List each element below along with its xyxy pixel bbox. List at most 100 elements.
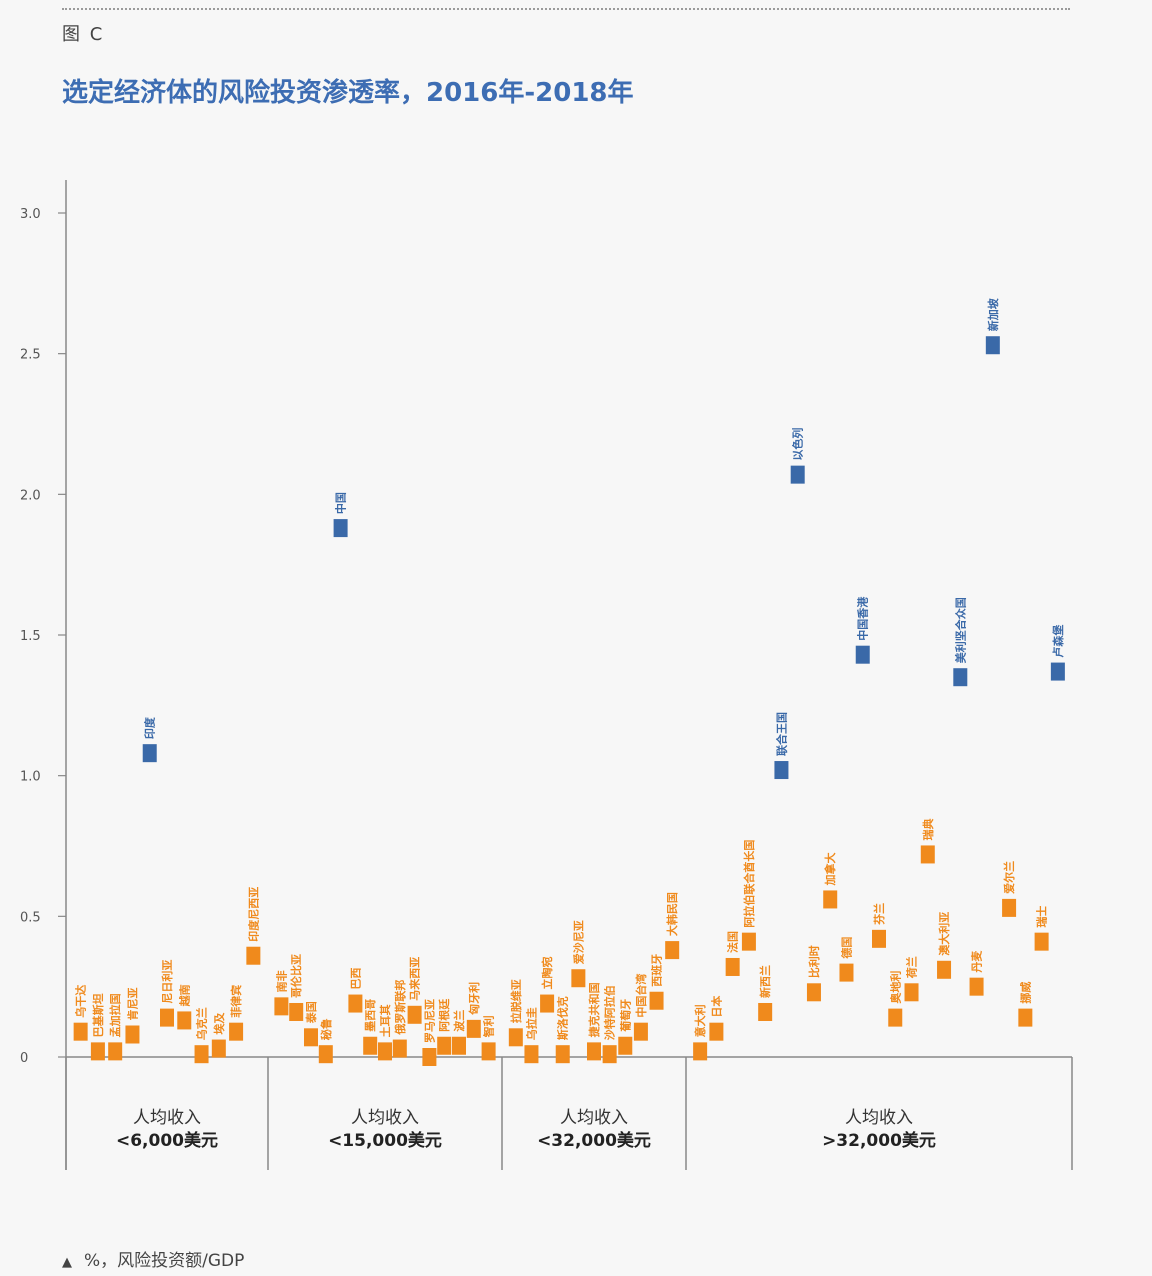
group-label-line1: 人均收入 — [560, 1108, 628, 1128]
data-point-marker — [790, 465, 805, 484]
group-label-line2: <6,000美元 — [116, 1130, 218, 1151]
data-point-marker — [229, 1022, 244, 1041]
data-point-label: 越南 — [177, 984, 191, 1007]
footnote-text: %，风险投资额/GDP — [84, 1251, 245, 1271]
data-point-marker — [741, 932, 756, 951]
data-point-label: 丹麦 — [970, 950, 984, 973]
data-point-label: 葡萄牙 — [618, 999, 632, 1033]
data-point-label: 巴基斯坦 — [91, 993, 105, 1037]
data-point-label: 波兰 — [452, 1010, 466, 1032]
data-point-label: 泰国 — [304, 1001, 318, 1024]
data-point-marker — [348, 994, 363, 1013]
data-point-label: 加拿大 — [823, 852, 837, 886]
group-label-line2: >32,000美元 — [822, 1130, 936, 1151]
data-point-marker — [806, 983, 821, 1002]
data-point-marker — [602, 1045, 617, 1064]
group-label-line1: 人均收入 — [351, 1108, 419, 1128]
data-point-marker — [1050, 662, 1065, 681]
data-point-marker — [289, 1002, 304, 1021]
data-point-marker — [872, 929, 886, 948]
y-tick-label: 2.5 — [20, 348, 41, 363]
data-point-label: 南非 — [274, 970, 288, 992]
data-point-label: 马来西亚 — [408, 957, 422, 1001]
data-point-marker — [90, 1042, 105, 1061]
data-point-label: 印度尼西亚 — [246, 887, 260, 942]
data-point-label: 新加坡 — [986, 297, 1000, 331]
data-point-label: 阿拉伯联合酋长国 — [742, 840, 756, 928]
data-point-label: 菲律宾 — [229, 985, 243, 1018]
data-point-label: 中国 — [334, 492, 348, 514]
data-point-marker — [142, 744, 157, 763]
data-point-marker — [587, 1042, 601, 1061]
data-point-marker — [571, 969, 586, 988]
data-point-label: 罗马尼亚 — [423, 999, 436, 1043]
data-point-label: 孟加拉国 — [108, 993, 122, 1037]
data-point-label: 乌干达 — [74, 985, 88, 1018]
data-point-marker — [969, 977, 984, 996]
data-point-marker — [211, 1039, 226, 1058]
data-point-label: 新西兰 — [758, 965, 772, 998]
data-point-label: 埃及 — [212, 1012, 226, 1035]
data-point-label: 巴西 — [349, 968, 362, 990]
data-point-label: 乌拉圭 — [524, 1007, 538, 1040]
data-point-marker — [633, 1022, 648, 1041]
chart-title: 选定经济体的风险投资渗透率，2016年-2018年 — [62, 78, 634, 108]
y-tick-label: 3.0 — [20, 207, 41, 222]
data-point-label: 中国台湾 — [634, 974, 648, 1018]
footnote: ▲ %，风险投资额/GDP — [62, 1246, 244, 1271]
data-point-label: 卢森堡 — [1051, 625, 1065, 658]
data-point-label: 西班牙 — [650, 954, 664, 987]
data-point-marker — [855, 645, 870, 664]
data-point-marker — [904, 983, 919, 1002]
data-point-marker — [888, 1008, 903, 1027]
y-tick-label: 2.0 — [20, 488, 41, 503]
data-point-marker — [985, 336, 1000, 355]
data-point-marker — [452, 1036, 466, 1055]
data-point-marker — [1018, 1008, 1033, 1027]
data-point-marker — [194, 1045, 209, 1064]
data-point-label: 捷克共和国 — [587, 982, 601, 1037]
data-point-label: 芬兰 — [872, 903, 886, 926]
data-point-marker — [422, 1048, 437, 1066]
group-label-line1: 人均收入 — [133, 1108, 201, 1128]
y-tick-label: 0.5 — [20, 910, 41, 925]
data-point-label: 比利时 — [807, 945, 821, 978]
group-label-line2: <32,000美元 — [537, 1130, 651, 1151]
data-point-marker — [437, 1036, 452, 1055]
data-point-marker — [693, 1042, 708, 1061]
data-point-marker — [407, 1005, 422, 1024]
data-point-label: 瑞典 — [921, 818, 935, 840]
data-point-label: 尼日利亚 — [160, 960, 174, 1004]
data-point-marker — [758, 1002, 773, 1021]
data-point-marker — [108, 1042, 123, 1061]
data-point-label: 墨西哥 — [364, 999, 377, 1032]
data-point-marker — [953, 668, 968, 687]
data-point-label: 肯尼亚 — [125, 987, 139, 1020]
data-point-marker — [274, 997, 289, 1016]
data-point-label: 土耳其 — [378, 1004, 392, 1037]
data-point-marker — [540, 994, 555, 1013]
data-point-label: 日本 — [709, 996, 723, 1018]
data-point-label: 德国 — [839, 937, 853, 960]
data-point-label: 立陶宛 — [540, 957, 554, 990]
group-label-line1: 人均收入 — [845, 1108, 913, 1128]
data-point-label: 哥伦比亚 — [289, 954, 303, 998]
data-point-label: 拉脱维亚 — [509, 979, 523, 1023]
data-point-marker — [618, 1036, 633, 1055]
data-point-marker — [665, 941, 680, 960]
data-point-label: 以色列 — [791, 428, 805, 461]
data-point-label: 印度 — [143, 716, 157, 739]
data-point-marker — [823, 890, 838, 909]
data-point-label: 澳大利亚 — [937, 912, 951, 956]
data-point-label: 爱尔兰 — [1002, 861, 1016, 894]
data-point-label: 秘鲁 — [319, 1018, 333, 1040]
data-point-marker — [304, 1028, 318, 1047]
data-point-label: 挪威 — [1018, 982, 1032, 1004]
data-point-marker — [363, 1036, 378, 1055]
data-point-label: 爱沙尼亚 — [572, 920, 585, 964]
data-point-marker — [160, 1008, 174, 1027]
data-point-marker — [466, 1019, 481, 1038]
data-point-marker — [774, 761, 789, 780]
data-point-marker — [378, 1042, 392, 1061]
